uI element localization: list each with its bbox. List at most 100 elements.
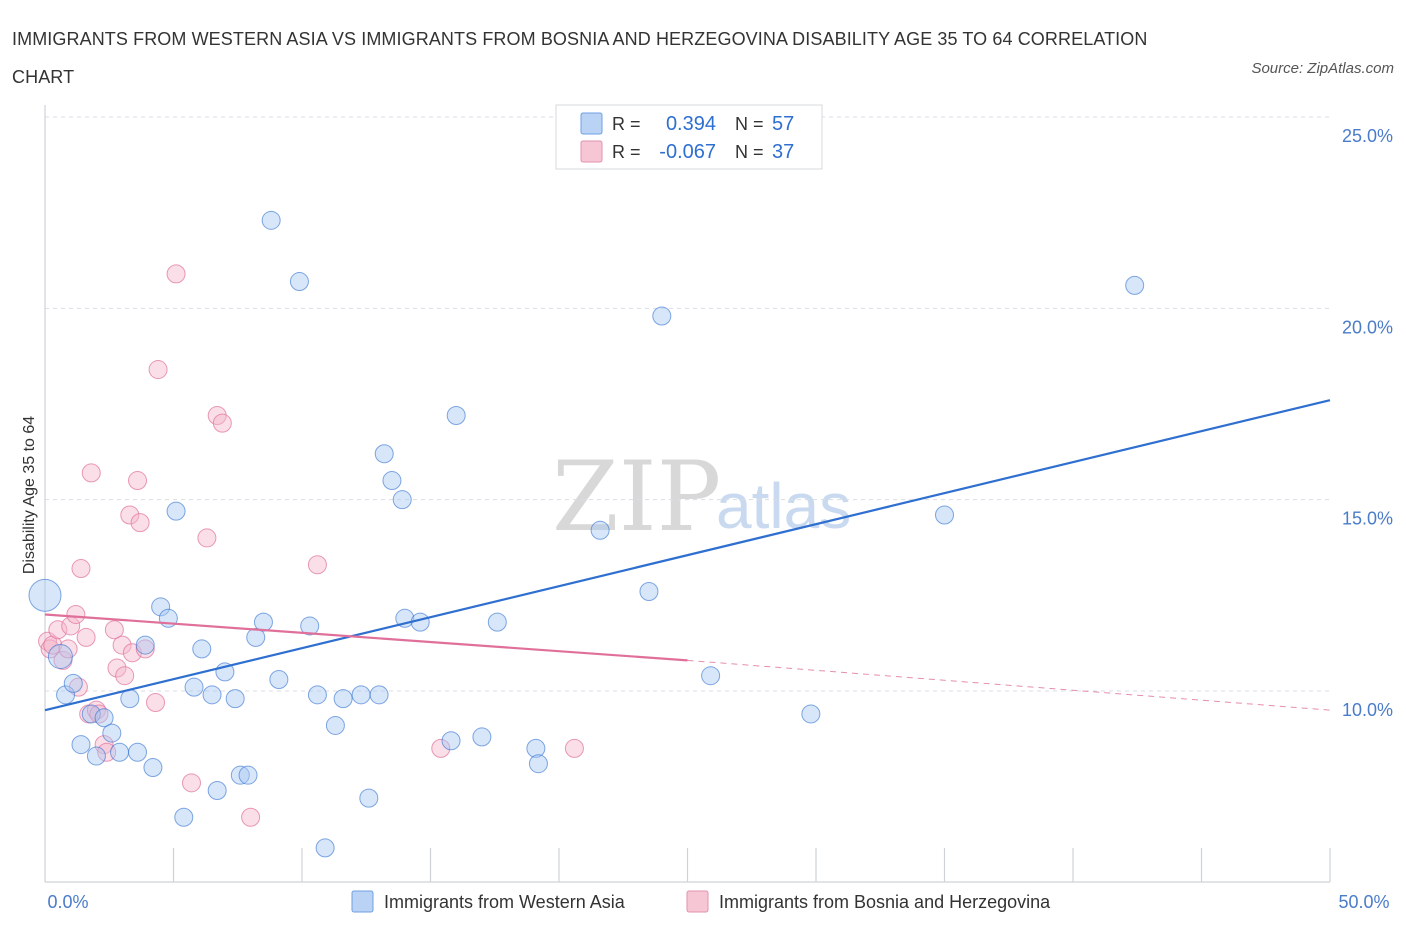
western-asia-point xyxy=(590,520,610,540)
bosnia-point xyxy=(71,559,91,579)
western-asia-point xyxy=(801,704,821,724)
western-asia-point xyxy=(94,708,114,728)
bosnia-point xyxy=(307,555,327,575)
western-asia-point xyxy=(441,731,461,751)
western-asia-point xyxy=(174,807,194,827)
bottom-legend-swatch-pink xyxy=(686,890,709,913)
legend-n-label-1: N = xyxy=(735,114,764,134)
bosnia-point xyxy=(431,738,451,758)
legend-swatch-blue xyxy=(580,112,603,135)
western-asia-point xyxy=(253,612,273,632)
chart-title: IMMIGRANTS FROM WESTERN ASIA VS IMMIGRAN… xyxy=(12,29,1148,87)
western-asia-point xyxy=(81,704,101,724)
western-asia-point xyxy=(143,758,163,778)
bottom-legend-label-bosnia: Immigrants from Bosnia and Herzegovina xyxy=(719,892,1051,912)
western-asia-point xyxy=(528,754,548,774)
western-asia-point xyxy=(652,306,672,326)
western-asia-point xyxy=(166,501,186,521)
bosnia-point xyxy=(48,620,68,640)
bosnia-point xyxy=(564,738,584,758)
bosnia-point xyxy=(148,360,168,380)
y-tick-label-25: 25.0% xyxy=(1342,126,1393,146)
western-asia-point xyxy=(374,444,394,464)
western-asia-point xyxy=(382,471,402,491)
western-asia-point xyxy=(359,788,379,808)
gridlines xyxy=(45,116,1330,692)
western-asia-point xyxy=(128,742,148,762)
bosnia-point xyxy=(212,413,232,433)
western-asia-point xyxy=(487,612,507,632)
legend-swatch-pink xyxy=(580,140,603,163)
western-asia-point xyxy=(472,727,492,747)
western-asia-point xyxy=(261,210,281,230)
y-tick-label-20: 20.0% xyxy=(1342,317,1393,337)
western-asia-point xyxy=(289,272,309,292)
series-bosnia-points xyxy=(38,264,584,827)
bosnia-point xyxy=(146,692,166,712)
legend-n-label-2: N = xyxy=(735,142,764,162)
bosnia-point xyxy=(241,807,261,827)
western-asia-point xyxy=(230,765,250,785)
legend-r-label-2: R = xyxy=(612,142,641,162)
western-asia-point xyxy=(639,582,659,602)
western-asia-point xyxy=(269,670,289,690)
y-tick-label-10: 10.0% xyxy=(1342,700,1393,720)
bosnia-point xyxy=(76,627,96,647)
trend-line-bosnia-extension xyxy=(687,659,1331,711)
bosnia-point xyxy=(107,658,127,678)
watermark-zip: ZIP xyxy=(552,441,721,553)
trend-line-western-asia xyxy=(44,399,1331,712)
western-asia-point xyxy=(1125,275,1145,295)
western-asia-point xyxy=(935,505,954,525)
legend-n-value-2: 37 xyxy=(772,141,794,163)
western-asia-point xyxy=(28,578,62,612)
bottom-legend-swatch-blue xyxy=(351,890,374,913)
western-asia-point xyxy=(202,685,222,705)
western-asia-point xyxy=(192,639,212,659)
western-asia-point xyxy=(63,673,83,693)
western-asia-point xyxy=(238,765,258,785)
bosnia-point xyxy=(112,635,132,655)
western-asia-point xyxy=(135,635,155,655)
western-asia-point xyxy=(315,838,335,858)
western-asia-point xyxy=(47,644,73,670)
western-asia-point xyxy=(351,685,371,705)
bosnia-point xyxy=(94,735,114,755)
trend-lines xyxy=(44,399,1331,712)
watermark: ZIP atlas xyxy=(552,441,851,553)
bottom-legend-label-western-asia: Immigrants from Western Asia xyxy=(384,892,626,912)
western-asia-point xyxy=(207,780,227,800)
series-western-asia-points xyxy=(28,210,1145,858)
western-asia-point xyxy=(102,723,122,743)
trend-line-bosnia xyxy=(44,613,688,662)
western-asia-point xyxy=(701,666,721,686)
western-asia-point xyxy=(56,685,76,705)
x-tick-label-min: 0.0% xyxy=(47,892,88,912)
legend-r-label-1: R = xyxy=(612,114,641,134)
x-axis-ticks xyxy=(172,848,1331,882)
bosnia-point xyxy=(81,463,101,483)
western-asia-point xyxy=(526,738,546,758)
western-asia-point xyxy=(151,597,171,617)
western-asia-point xyxy=(110,742,130,762)
chart-source: Source: ZipAtlas.com xyxy=(1251,60,1394,77)
bosnia-point xyxy=(128,471,148,491)
y-axis-tick-labels: 10.0% 15.0% 20.0% 25.0% xyxy=(1342,126,1393,720)
bosnia-point xyxy=(66,604,86,624)
legend-n-value-1: 57 xyxy=(772,113,794,135)
western-asia-point xyxy=(307,685,327,705)
bosnia-point xyxy=(115,666,135,686)
western-asia-point xyxy=(300,616,320,636)
bosnia-point xyxy=(104,620,124,640)
y-tick-label-15: 15.0% xyxy=(1342,509,1393,529)
bosnia-point xyxy=(130,513,150,533)
correlation-legend: R = 0.394 N = 57 R = -0.067 N = 37 xyxy=(555,104,823,170)
western-asia-point xyxy=(86,746,106,766)
western-asia-point xyxy=(225,689,245,709)
series-legend: Immigrants from Western Asia Immigrants … xyxy=(351,890,1051,913)
western-asia-point xyxy=(446,405,466,425)
bosnia-point xyxy=(89,704,109,724)
western-asia-point xyxy=(333,689,353,709)
x-tick-label-max: 50.0% xyxy=(1338,892,1389,912)
